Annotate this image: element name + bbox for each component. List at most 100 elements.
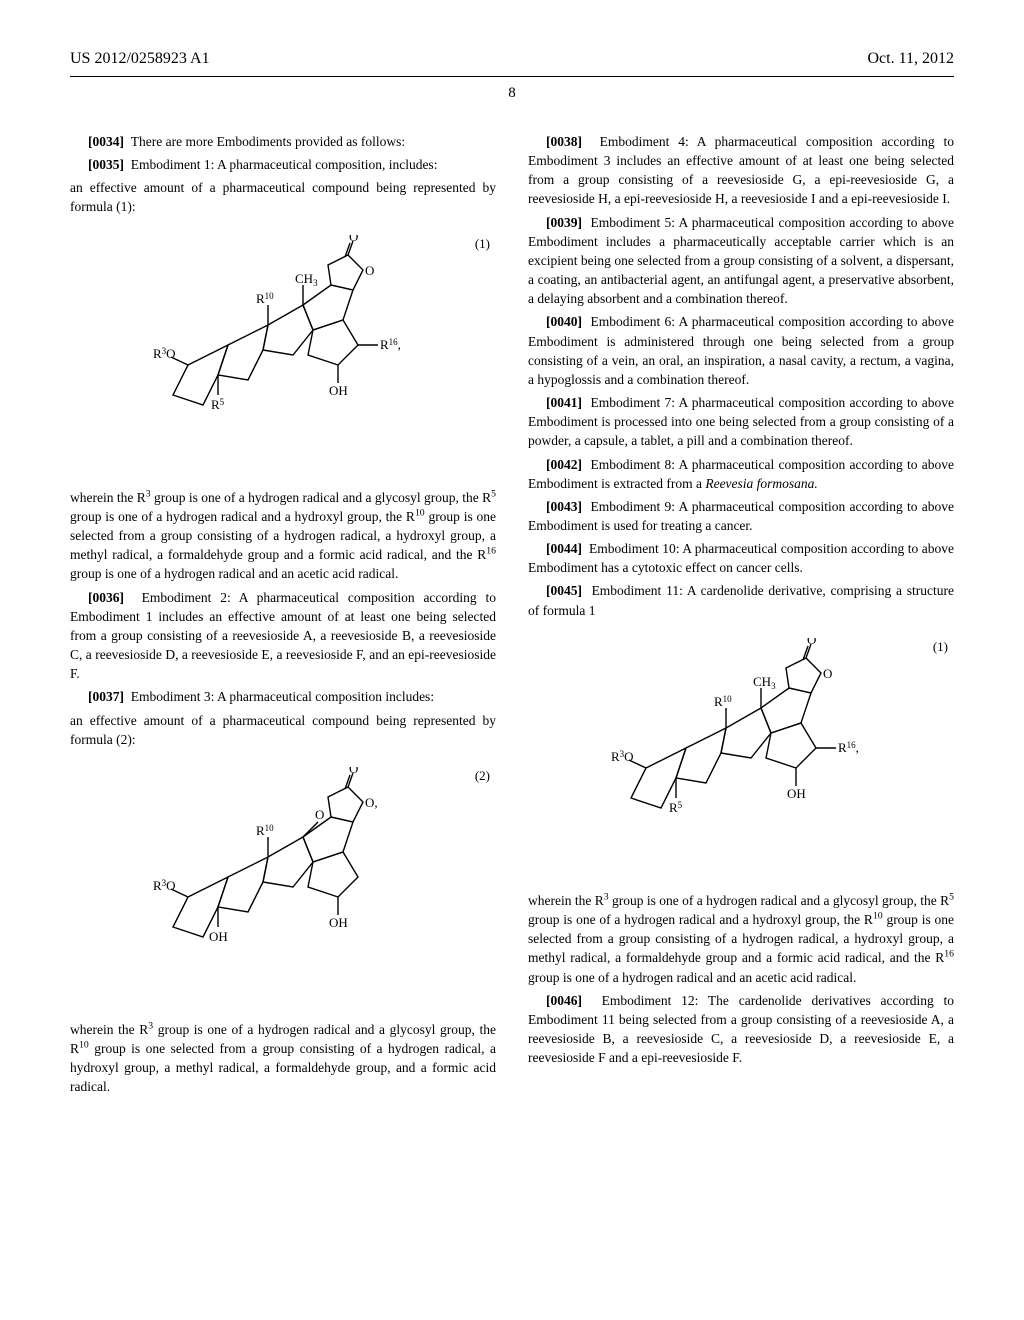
para-0035b: an effective amount of a pharmaceutical … [70, 178, 496, 216]
pnum: [0034] [88, 134, 124, 149]
svg-text:O: O [807, 638, 816, 647]
ptxt: Embodiment 6: A pharmaceutical compositi… [528, 314, 954, 386]
para-0041: [0041] Embodiment 7: A pharmaceutical co… [528, 393, 954, 450]
svg-text:O,: O, [365, 795, 378, 810]
right-column: [0038] Embodiment 4: A pharmaceutical co… [528, 132, 954, 1101]
svg-text:R10: R10 [256, 823, 274, 838]
formula-1-right-label: (1) [933, 638, 948, 656]
pnum: [0046] [546, 993, 582, 1008]
svg-text:CH3: CH3 [295, 271, 318, 288]
ptxt: Embodiment 1: A pharmaceutical compositi… [131, 157, 438, 172]
para-0035: [0035] Embodiment 1: A pharmaceutical co… [70, 155, 496, 174]
svg-text:O: O [823, 666, 832, 681]
svg-text:R10: R10 [256, 291, 274, 306]
pnum: [0045] [546, 583, 582, 598]
page: US 2012/0258923 A1 Oct. 11, 2012 8 [0034… [0, 0, 1024, 1320]
pnum: [0036] [88, 590, 124, 605]
t: group is one of a hydrogen radical and a… [528, 970, 856, 985]
svg-text:R16,: R16, [838, 740, 859, 755]
s: 10 [415, 507, 425, 518]
t: group is one of a hydrogen radical and a… [151, 490, 492, 505]
t: group is one of a hydrogen radical and a… [528, 912, 873, 927]
para-0042: [0042] Embodiment 8: A pharmaceutical co… [528, 455, 954, 493]
s: 5 [491, 488, 496, 499]
pnum: [0044] [546, 541, 582, 556]
pub-date: Oct. 11, 2012 [867, 50, 954, 68]
left-column: [0034] There are more Embodiments provid… [70, 132, 496, 1101]
pnum: [0038] [546, 134, 582, 149]
ptxt: Embodiment 12: The cardenolide derivativ… [528, 993, 954, 1065]
t: group is one of a hydrogen radical and a… [70, 509, 415, 524]
svg-text:R5: R5 [669, 800, 683, 815]
s: 10 [873, 911, 883, 922]
t: group is one of a hydrogen radical and a… [609, 893, 950, 908]
svg-text:OH: OH [787, 786, 806, 801]
para-0045: [0045] Embodiment 11: A cardenolide deri… [528, 581, 954, 619]
svg-text:R3O: R3O [153, 346, 176, 361]
para-0037: [0037] Embodiment 3: A pharmaceutical co… [70, 687, 496, 706]
para-0036: [0036] Embodiment 2: A pharmaceutical co… [70, 588, 496, 684]
s: 16 [944, 949, 954, 960]
t: group is one of a hydrogen radical and a… [70, 566, 398, 581]
ptxt: Embodiment 9: A pharmaceutical compositi… [528, 499, 954, 533]
species: Reevesia formosana. [705, 476, 817, 491]
t: wherein the R [528, 893, 604, 908]
formula-2-label: (2) [475, 767, 490, 785]
para-0038: [0038] Embodiment 4: A pharmaceutical co… [528, 132, 954, 209]
para-0037c: wherein the R3 group is one of a hydroge… [70, 1020, 496, 1097]
para-0035c: wherein the R3 group is one of a hydroge… [70, 488, 496, 584]
header: US 2012/0258923 A1 Oct. 11, 2012 [70, 50, 954, 68]
formula-1-right: (1) [528, 638, 954, 873]
ptxt: Embodiment 3: A pharmaceutical compositi… [131, 689, 434, 704]
svg-text:R16,: R16, [380, 337, 401, 352]
rule [70, 76, 954, 77]
svg-text:R5: R5 [211, 397, 225, 412]
t: group is one selected from a group consi… [70, 1041, 496, 1094]
s: 16 [486, 546, 496, 557]
para-0040: [0040] Embodiment 6: A pharmaceutical co… [528, 312, 954, 389]
pnum: [0043] [546, 499, 582, 514]
ptxt: Embodiment 2: A pharmaceutical compositi… [70, 590, 496, 682]
svg-text:O: O [349, 767, 358, 776]
pnum: [0040] [546, 314, 582, 329]
page-number: 8 [70, 85, 954, 102]
svg-text:R3O: R3O [153, 878, 176, 893]
svg-text:OH: OH [329, 383, 348, 398]
svg-text:CH3: CH3 [753, 674, 776, 691]
ptxt: Embodiment 10: A pharmaceutical composit… [528, 541, 954, 575]
formula-1-label: (1) [475, 235, 490, 253]
ptxt: Embodiment 4: A pharmaceutical compositi… [528, 134, 954, 206]
chem-structure-2: O O, O R10 OH R3O OH [153, 767, 413, 997]
ptxt: Embodiment 11: A cardenolide derivative,… [528, 583, 954, 617]
s: 5 [949, 891, 954, 902]
para-0043: [0043] Embodiment 9: A pharmaceutical co… [528, 497, 954, 535]
para-0034: [0034] There are more Embodiments provid… [70, 132, 496, 151]
pnum: [0042] [546, 457, 582, 472]
pnum: [0039] [546, 215, 582, 230]
ptxt: Embodiment 5: A pharmaceutical compositi… [528, 215, 954, 307]
ptxt: Embodiment 7: A pharmaceutical compositi… [528, 395, 954, 448]
para-0037b: an effective amount of a pharmaceutical … [70, 711, 496, 749]
svg-text:R10: R10 [714, 694, 732, 709]
svg-text:R3O: R3O [611, 749, 634, 764]
svg-text:OH: OH [209, 929, 228, 944]
svg-text:OH: OH [329, 915, 348, 930]
formula-1: (1) [70, 235, 496, 470]
para-0046: [0046] Embodiment 12: The cardenolide de… [528, 991, 954, 1068]
chem-structure-1: O O CH3 R10 R16, OH R3O R5 [153, 235, 413, 465]
svg-text:O: O [315, 807, 324, 822]
t: wherein the R [70, 490, 146, 505]
para-0044: [0044] Embodiment 10: A pharmaceutical c… [528, 539, 954, 577]
para-0045c: wherein the R3 group is one of a hydroge… [528, 891, 954, 987]
formula-2: (2) [70, 767, 496, 1002]
svg-text:O: O [349, 235, 358, 244]
pub-number: US 2012/0258923 A1 [70, 50, 210, 68]
s: 10 [79, 1040, 89, 1051]
pnum: [0041] [546, 395, 582, 410]
ptxt: There are more Embodiments provided as f… [131, 134, 405, 149]
pnum: [0037] [88, 689, 124, 704]
t: wherein the R [70, 1022, 148, 1037]
para-0039: [0039] Embodiment 5: A pharmaceutical co… [528, 213, 954, 309]
pnum: [0035] [88, 157, 124, 172]
svg-text:O: O [365, 263, 374, 278]
